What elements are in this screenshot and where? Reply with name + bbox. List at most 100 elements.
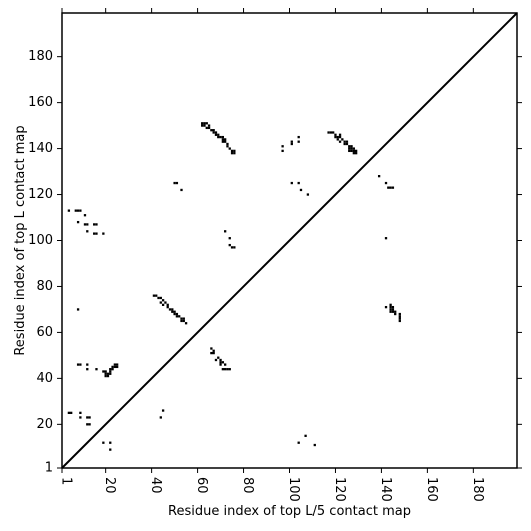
contact-point [210, 347, 213, 350]
y-tick-label: 1 [45, 461, 53, 476]
contact-point [79, 363, 82, 366]
contact-point [352, 152, 355, 155]
contact-point [76, 220, 80, 224]
contact-point [297, 140, 300, 143]
contact-point [306, 193, 310, 196]
x-tick-label: 120 [332, 477, 347, 502]
contact-point [350, 147, 353, 150]
contact-point [155, 294, 158, 297]
contact-point [159, 301, 162, 304]
contact-point [226, 145, 229, 148]
x-tick-label: 20 [102, 477, 117, 494]
contact-point [398, 315, 401, 318]
contact-point [102, 232, 105, 235]
contact-point [354, 152, 358, 155]
contact-point [210, 129, 213, 132]
contact-point [228, 368, 231, 371]
contact-point [389, 310, 392, 313]
contact-point [387, 186, 390, 189]
contact-point [313, 443, 316, 447]
contact-point [182, 317, 185, 320]
contact-point [201, 124, 204, 127]
contact-point [219, 361, 222, 364]
contact-point [111, 368, 114, 371]
y-tick-label: 180 [28, 49, 53, 64]
contact-point [334, 133, 337, 136]
contact-point [109, 368, 112, 371]
contact-point [219, 135, 222, 139]
contact-point [83, 214, 87, 217]
contact-point [224, 363, 227, 366]
contact-point [221, 361, 225, 364]
contact-point [304, 434, 307, 437]
y-tick-label: 140 [28, 141, 53, 156]
contact-point [226, 368, 229, 371]
contact-point [214, 133, 218, 136]
contact-point [152, 294, 156, 297]
contact-point [95, 223, 98, 226]
contact-point [86, 363, 89, 366]
contact-point [334, 135, 337, 139]
contact-point [345, 140, 349, 143]
contact-point [391, 305, 395, 309]
contact-point [212, 131, 215, 134]
contact-point [88, 423, 91, 426]
contact-point [88, 416, 91, 419]
x-axis-ticks: 1 20 40 60 80 100 120 140 160 180 [59, 8, 485, 502]
contact-point [221, 140, 225, 143]
contact-point [391, 310, 395, 313]
contact-point [230, 246, 234, 249]
contact-point [159, 416, 162, 419]
contact-point [109, 372, 112, 375]
contact-point [290, 181, 293, 185]
contact-point [348, 147, 351, 150]
contact-point [184, 322, 188, 325]
y-tick-label: 60 [36, 325, 53, 340]
y-axis-label: Residue index of top L contact map [13, 125, 28, 355]
x-tick-label: 180 [470, 477, 485, 502]
contact-point [338, 140, 342, 143]
contact-point [336, 138, 339, 141]
contact-point [164, 301, 167, 304]
contact-point [389, 305, 392, 309]
contact-point [341, 138, 344, 141]
contact-points [67, 122, 401, 451]
contact-point [76, 308, 80, 311]
y-tick-label: 40 [36, 371, 53, 386]
contact-point [384, 237, 388, 240]
contact-point [166, 305, 169, 309]
contact-point [297, 135, 300, 139]
contact-point [207, 124, 211, 127]
contact-point [102, 441, 105, 444]
x-tick-label: 1 [59, 477, 74, 485]
contact-point [173, 312, 176, 316]
contact-point [157, 296, 160, 300]
contact-point [79, 411, 82, 414]
contact-point [161, 299, 165, 302]
contact-point [212, 349, 215, 352]
x-axis-label: Residue index of top L/5 contact map [168, 504, 411, 519]
contact-point [67, 209, 71, 212]
contact-point [203, 122, 206, 125]
contact-point [104, 370, 107, 373]
contact-point [104, 372, 107, 375]
contact-point [93, 232, 96, 235]
contact-point [224, 230, 227, 233]
contact-point [113, 363, 116, 366]
contact-point [228, 243, 231, 247]
contact-point [348, 149, 351, 153]
y-tick-label: 100 [28, 233, 53, 248]
contact-point [377, 175, 381, 178]
contact-point [180, 188, 183, 192]
contact-point [83, 223, 87, 226]
contact-point [109, 441, 112, 444]
contact-point [343, 140, 346, 143]
contact-point [230, 149, 234, 153]
contact-point [338, 133, 342, 136]
contact-point [205, 126, 208, 130]
contact-point [338, 135, 342, 139]
contact-point [398, 317, 401, 320]
contact-point [116, 365, 119, 369]
